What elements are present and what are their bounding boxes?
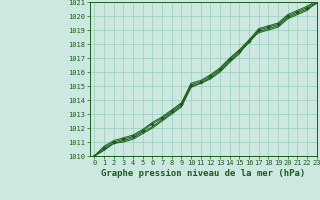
X-axis label: Graphe pression niveau de la mer (hPa): Graphe pression niveau de la mer (hPa): [101, 169, 305, 178]
